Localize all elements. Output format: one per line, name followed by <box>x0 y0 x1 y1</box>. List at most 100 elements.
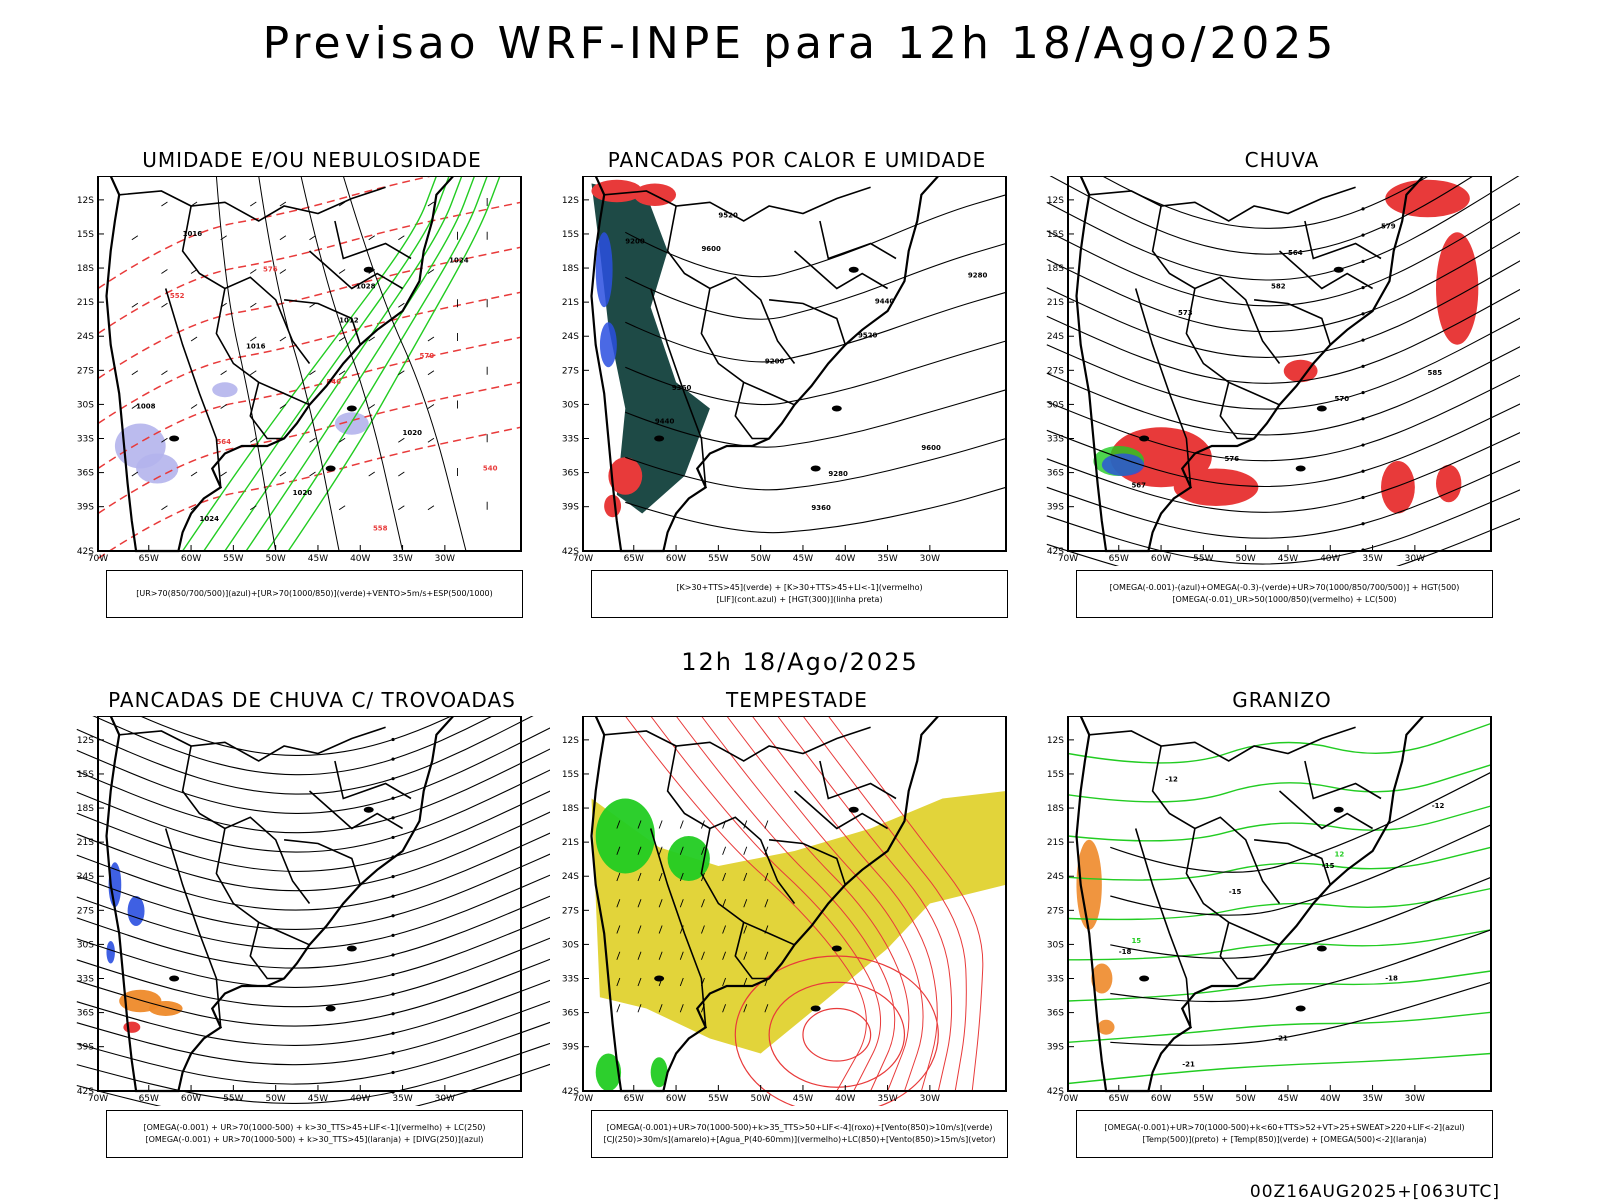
streamline-arrow <box>391 816 395 820</box>
map-plot: -12 -15 -18 -21 -12 -15 -18 -21 12 15 12S 15S 18S 21S… <box>1047 716 1492 1104</box>
country-border <box>334 220 412 260</box>
lat-tick-label: 42S <box>77 547 94 557</box>
streamline <box>92 716 494 776</box>
panel-granizo: GRANIZO -12 -15 -18 -21 -12 -15 -18 -21 12 15 12S 1… <box>1040 688 1520 1168</box>
lat-tick-label: 27S <box>1047 366 1064 376</box>
shaded-area <box>591 791 1006 1054</box>
lat-tick-label: 39S <box>1047 1043 1064 1053</box>
lat-tick-label: 30S <box>1047 940 1064 950</box>
wind-vector <box>743 951 748 960</box>
wind-vector <box>616 899 621 908</box>
streamline-arrow <box>391 1051 395 1055</box>
streamline-arrow <box>391 953 395 957</box>
lon-tick-label: 55W <box>223 1094 243 1104</box>
lat-tick-label: 15S <box>562 230 579 240</box>
coastline <box>1075 176 1425 553</box>
coastline <box>590 716 940 1093</box>
wind-vector <box>250 269 257 274</box>
country-border <box>1151 745 1281 904</box>
legend-line: [OMEGA(-0.001)-(azul)+OMEGA(-0.3)-(verde… <box>1109 583 1460 592</box>
temp850-contour <box>1067 1052 1492 1085</box>
humidity-contour <box>224 176 463 552</box>
temp850-contour <box>1067 1011 1492 1043</box>
wind-vector <box>161 370 168 376</box>
streamline-lc850 <box>624 716 867 1092</box>
streamline-arrow <box>1361 286 1365 290</box>
wind-vector <box>161 437 168 443</box>
lat-tick-label: 24S <box>1047 332 1064 342</box>
streamline <box>1046 260 1520 358</box>
lake-marker <box>1333 806 1344 813</box>
lon-tick-label: 70W <box>573 1094 593 1104</box>
wind-vector <box>616 872 621 882</box>
wind-vector <box>309 437 316 443</box>
shaded-area <box>1385 179 1470 218</box>
streamline-arrow <box>1361 390 1365 395</box>
lat-tick-label: 36S <box>562 469 579 479</box>
lon-tick-label: 45W <box>793 554 813 564</box>
wind-vector <box>616 846 621 855</box>
wind-vector <box>637 846 642 855</box>
country-border <box>181 205 311 364</box>
lake-marker <box>831 945 842 952</box>
legend-line: [CJ(250)>30m/s](amarelo)+[Agua_P(40-60mm… <box>603 1135 996 1144</box>
wind-vector <box>637 820 642 829</box>
wind-vector <box>398 505 405 511</box>
country-border <box>1254 299 1332 346</box>
streamline <box>1046 460 1520 539</box>
panel-legend: [K>30+TTS>45](verde) + [K>30+TTS>45+LI<-… <box>591 570 1008 618</box>
lake-marker <box>1333 266 1344 273</box>
country-border <box>215 288 310 406</box>
lake-marker <box>325 1005 336 1012</box>
streamline <box>76 874 550 950</box>
streamline-lc850 <box>827 716 984 1092</box>
lake-marker <box>810 1005 821 1012</box>
wind-vector <box>250 336 257 342</box>
lat-tick-label: 18S <box>77 264 94 274</box>
country-border <box>700 828 795 946</box>
wind-vector <box>427 370 435 376</box>
lat-tick-label: 24S <box>1047 872 1064 882</box>
shaded-area <box>1436 464 1462 503</box>
lon-tick-label: 50W <box>265 1094 285 1104</box>
wind-vector <box>764 872 769 882</box>
legend-line: [K>30+TTS>45](verde) + [K>30+TTS>45+LI<-… <box>676 583 923 592</box>
shaded-area <box>1091 963 1113 994</box>
contour-label: 558 <box>373 524 388 532</box>
contour-label: 9600 <box>701 245 721 253</box>
humidity-contour <box>182 176 438 552</box>
wind-vector <box>701 951 705 960</box>
lat-tick-label: 33S <box>562 975 579 985</box>
streamline-arrow <box>391 933 395 937</box>
lat-tick-label: 27S <box>77 906 94 916</box>
panel-title: PANCADAS POR CALOR E UMIDADE <box>607 148 987 172</box>
wind-vector <box>131 370 139 376</box>
country-border <box>164 828 222 1028</box>
temp850-contour <box>1067 805 1492 842</box>
humidity-contour <box>266 176 488 552</box>
lon-tick-label: 30W <box>920 554 940 564</box>
contour-label: 567 <box>1131 481 1146 489</box>
shaded-area <box>599 322 617 368</box>
lat-tick-label: 21S <box>562 298 579 308</box>
wind-vector <box>722 899 727 908</box>
wind-vector <box>279 336 287 342</box>
contour-label: 546 <box>326 378 341 386</box>
country-border <box>119 726 386 762</box>
plot-frame <box>97 716 522 1092</box>
lon-tick-label: 70W <box>88 1094 108 1104</box>
wind-vector <box>764 1004 769 1013</box>
streamline-lc850 <box>650 716 882 1092</box>
lat-tick-label: 27S <box>1047 906 1064 916</box>
lon-tick-label: 55W <box>223 554 243 564</box>
coastline <box>1075 716 1425 1093</box>
wind-vector <box>279 404 287 409</box>
streamline <box>1046 432 1520 513</box>
lat-tick-label: 18S <box>562 804 579 814</box>
streamline-arrow <box>1361 469 1365 473</box>
contour-label: 573 <box>1178 309 1193 317</box>
lon-tick-label: 55W <box>1193 1094 1213 1104</box>
lon-tick-label: 30W <box>435 554 455 564</box>
lat-tick-label: 36S <box>77 1009 94 1019</box>
